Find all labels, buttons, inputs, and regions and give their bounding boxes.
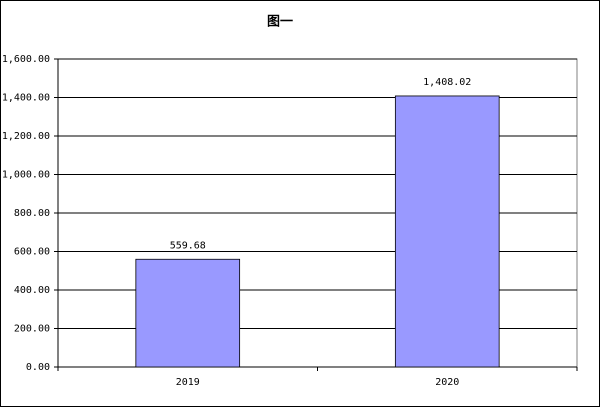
y-tick-label: 1,400.00 [2,93,50,104]
bar [394,95,500,368]
y-tick-label: 1,200.00 [2,131,50,142]
y-tick-label: 1,600.00 [2,54,50,65]
x-tick-label: 2020 [435,377,459,388]
value-label: 559.68 [170,240,206,251]
y-tick-label: 1,000.00 [2,170,50,181]
y-tick-label: 600.00 [14,247,50,258]
x-tick-label: 2019 [176,377,200,388]
chart-title: 图一 [267,15,293,30]
bar [135,258,241,368]
y-tick-label: 400.00 [14,285,50,296]
value-label: 1,408.02 [423,77,471,88]
y-tick-label: 800.00 [14,208,50,219]
y-tick-label: 0.00 [26,362,50,373]
y-tick-label: 200.00 [14,324,50,335]
